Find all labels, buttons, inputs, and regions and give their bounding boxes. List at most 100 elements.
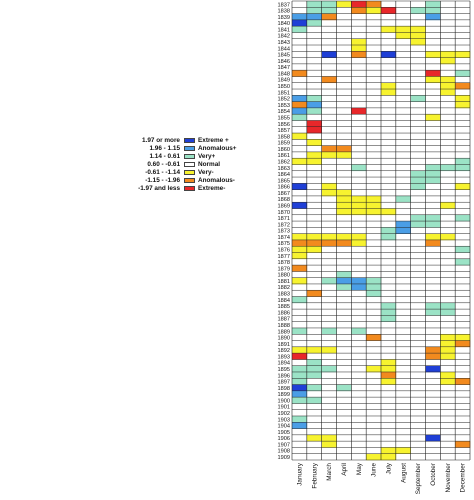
legend-swatch — [184, 162, 195, 167]
heatmap-cell — [321, 365, 337, 373]
legend-range: -1.97 and less — [138, 185, 180, 192]
legend-item: 0.60 - -0.61 Normal — [134, 161, 274, 169]
legend-range: 1.97 or more — [141, 137, 180, 144]
heatmap-cell — [381, 447, 397, 455]
heatmap-cell — [321, 76, 337, 84]
heatmap-cell — [306, 397, 322, 404]
heatmap-cell — [410, 95, 426, 102]
heatmap-cell — [351, 208, 367, 216]
heatmap-cell — [336, 233, 352, 241]
heatmap-cell — [381, 378, 397, 385]
heatmap-cell — [351, 277, 367, 285]
year-tick-label: 1889 — [278, 329, 290, 335]
heatmap-cell — [455, 82, 471, 90]
year-tick-label: 1877 — [278, 254, 290, 260]
legend-range: 1.14 - 0.61 — [149, 153, 180, 160]
heatmap-cell — [336, 145, 352, 153]
year-tick-label: 1886 — [278, 310, 290, 316]
month-tick-label: June — [371, 463, 378, 477]
heatmap-cell — [425, 309, 441, 316]
heatmap-cell — [440, 353, 456, 360]
heatmap-cell — [292, 296, 308, 304]
year-tick-label: 1891 — [278, 342, 290, 348]
heatmap-cell — [292, 239, 308, 247]
year-tick-label: 1848 — [278, 71, 290, 77]
heatmap-cell — [292, 390, 308, 398]
year-tick-label: 1865 — [278, 178, 290, 184]
year-tick-label: 1885 — [278, 304, 290, 310]
heatmap-cell — [292, 397, 308, 404]
heatmap-cell — [440, 346, 456, 354]
year-tick-label: 1846 — [278, 59, 290, 65]
heatmap-cell — [306, 126, 322, 134]
year-tick-label: 1861 — [278, 153, 290, 159]
heatmap-cell — [336, 151, 352, 159]
heatmap-cell — [366, 334, 382, 341]
heatmap-cell — [292, 384, 308, 392]
heatmap-cell — [425, 164, 441, 172]
heatmap-cell — [351, 51, 367, 58]
heatmap-cell — [425, 114, 441, 121]
heatmap-cell — [395, 26, 411, 33]
heatmap-cell — [440, 202, 456, 209]
year-tick-label: 1887 — [278, 317, 290, 323]
heatmap-cell — [306, 290, 322, 297]
legend-label: Very+ — [198, 153, 216, 160]
legend-range: -1.15 - -1.96 — [145, 177, 180, 184]
heatmap-cell — [292, 114, 308, 121]
month-tick-label: December — [460, 462, 467, 492]
heatmap-cell — [321, 189, 337, 197]
year-tick-label: 1890 — [278, 336, 290, 342]
heatmap-cell — [321, 145, 337, 153]
year-tick-label: 1879 — [278, 266, 290, 272]
heatmap-cell — [351, 239, 367, 247]
heatmap-cell — [425, 221, 441, 228]
heatmap-cell — [425, 434, 441, 442]
year-tick-label: 1859 — [278, 141, 290, 147]
heatmap-cell — [351, 202, 367, 209]
heatmap-cell — [292, 327, 308, 335]
heatmap-cell — [292, 265, 308, 272]
heatmap-cell — [366, 290, 382, 297]
heatmap-cell — [366, 1, 382, 8]
legend-swatch — [184, 146, 195, 151]
heatmap-cell — [351, 107, 367, 115]
heatmap-cell — [336, 271, 352, 278]
year-tick-label: 1884 — [278, 298, 290, 304]
year-tick-label: 1870 — [278, 210, 290, 216]
month-tick-label: September — [415, 462, 422, 494]
heatmap-cell — [425, 214, 441, 222]
heatmap-cell — [321, 51, 337, 58]
year-tick-label: 1864 — [278, 172, 290, 178]
heatmap-cell — [425, 7, 441, 14]
year-tick-label: 1874 — [278, 235, 290, 241]
year-tick-label: 1906 — [278, 436, 290, 442]
year-tick-label: 1905 — [278, 430, 290, 436]
year-tick-label: 1895 — [278, 367, 290, 373]
heatmap-cell — [306, 365, 322, 373]
legend-item: 1.96 - 1.15 Anomalous+ — [134, 145, 274, 153]
heatmap-cell — [425, 233, 441, 241]
heatmap-cell — [366, 202, 382, 209]
heatmap-cell — [292, 233, 308, 241]
heatmap-cell — [381, 89, 397, 96]
heatmap-cell — [351, 164, 367, 172]
heatmap-cell — [440, 164, 456, 172]
heatmap-cell — [440, 233, 456, 241]
heatmap-cell — [455, 101, 471, 109]
heatmap-cell — [366, 365, 382, 373]
year-tick-label: 1838 — [278, 9, 290, 15]
heatmap-cell — [292, 365, 308, 373]
heatmap-cell — [366, 283, 382, 291]
year-tick-label: 1867 — [278, 191, 290, 197]
year-tick-label: 1898 — [278, 386, 290, 392]
heatmap-cell — [321, 327, 337, 335]
year-tick-label: 1883 — [278, 292, 290, 298]
heatmap-cell — [455, 95, 471, 102]
heatmap-cell — [440, 334, 456, 341]
heatmap-cell — [425, 302, 441, 310]
heatmap-cell — [425, 365, 441, 373]
month-tick-label: July — [385, 462, 392, 474]
legend-swatch — [184, 186, 195, 191]
year-tick-label: 1866 — [278, 185, 290, 191]
